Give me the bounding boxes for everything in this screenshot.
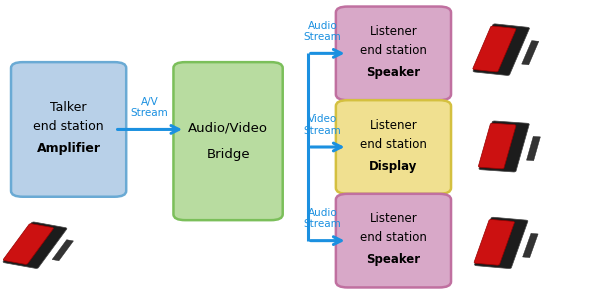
- FancyBboxPatch shape: [478, 123, 516, 169]
- Text: Audio/Video: Audio/Video: [188, 121, 268, 134]
- FancyBboxPatch shape: [336, 100, 451, 194]
- Text: Listener: Listener: [369, 212, 417, 225]
- Text: Audio
Stream: Audio Stream: [304, 208, 342, 230]
- Text: Amplifier: Amplifier: [37, 142, 101, 155]
- FancyBboxPatch shape: [4, 224, 53, 264]
- Text: Display: Display: [369, 160, 417, 173]
- FancyBboxPatch shape: [52, 240, 73, 261]
- FancyBboxPatch shape: [475, 217, 528, 268]
- Text: end station: end station: [33, 120, 104, 133]
- Text: end station: end station: [360, 44, 427, 57]
- FancyBboxPatch shape: [173, 62, 283, 220]
- Text: Talker: Talker: [50, 101, 87, 114]
- Text: Listener: Listener: [369, 25, 417, 38]
- Text: A/V
Stream: A/V Stream: [131, 97, 168, 118]
- FancyBboxPatch shape: [336, 194, 451, 288]
- Text: Bridge: Bridge: [206, 148, 250, 161]
- Text: Audio
Stream: Audio Stream: [304, 21, 342, 42]
- Text: Speaker: Speaker: [366, 66, 420, 79]
- FancyBboxPatch shape: [526, 136, 540, 161]
- FancyBboxPatch shape: [11, 62, 126, 197]
- FancyBboxPatch shape: [523, 233, 538, 258]
- Text: Speaker: Speaker: [366, 253, 420, 266]
- FancyBboxPatch shape: [522, 41, 539, 65]
- FancyBboxPatch shape: [3, 222, 67, 268]
- Text: Listener: Listener: [369, 118, 417, 131]
- FancyBboxPatch shape: [473, 24, 529, 76]
- Text: end station: end station: [360, 231, 427, 244]
- FancyBboxPatch shape: [336, 6, 451, 100]
- FancyBboxPatch shape: [474, 220, 514, 265]
- FancyBboxPatch shape: [473, 26, 516, 72]
- FancyBboxPatch shape: [479, 121, 529, 172]
- Text: Video
Stream: Video Stream: [304, 114, 342, 136]
- Text: end station: end station: [360, 138, 427, 151]
